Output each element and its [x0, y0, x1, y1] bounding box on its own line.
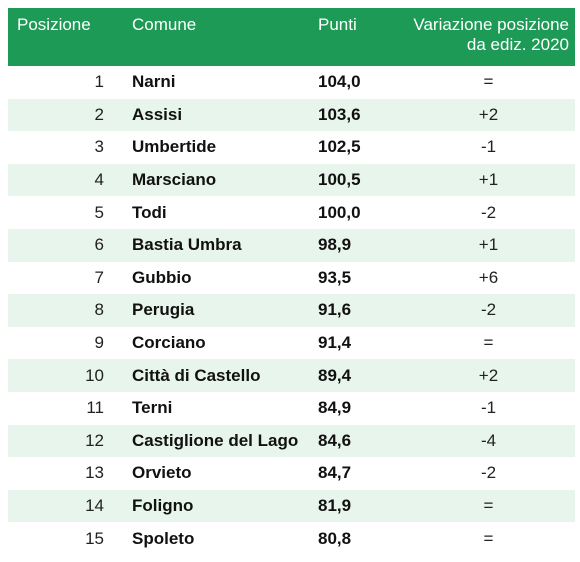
row-variazione: +2: [478, 104, 499, 124]
table-row: 4 Marsciano 100,5 +1: [8, 163, 575, 197]
ranking-table: Posizione Comune Punti Variazione posizi…: [8, 8, 575, 555]
row-punti: 100,5: [318, 170, 361, 190]
row-variazione: -2: [480, 202, 497, 222]
row-variazione: +6: [478, 267, 499, 287]
row-variazione: +1: [478, 235, 499, 255]
row-variazione: =: [483, 528, 494, 548]
table-row: 15 Spoleto 80,8 =: [8, 522, 575, 555]
row-position: 7: [94, 267, 104, 287]
table-row: 9 Corciano 91,4 =: [8, 327, 575, 360]
row-position: 2: [94, 104, 104, 124]
row-punti: 91,4: [318, 333, 352, 353]
header-row: Posizione Comune Punti Variazione posizi…: [8, 8, 575, 66]
row-position: 15: [85, 528, 104, 548]
row-position: 13: [85, 463, 104, 483]
row-punti: 104,0: [318, 72, 361, 92]
table-row: 12 Castiglione del Lago 84,6 -4: [8, 424, 575, 458]
row-variazione: =: [483, 333, 494, 353]
row-position: 11: [86, 398, 104, 418]
table-row: 14 Foligno 81,9 =: [8, 489, 575, 523]
row-comune: Orvieto: [132, 463, 192, 483]
row-position: 3: [94, 137, 104, 157]
table-row: 3 Umbertide 102,5 -1: [8, 131, 575, 164]
table-row: 6 Bastia Umbra 98,9 +1: [8, 228, 575, 262]
row-comune: Città di Castello: [132, 365, 261, 385]
row-variazione: =: [483, 496, 494, 516]
row-variazione: -2: [480, 463, 497, 483]
table-row: 10 Città di Castello 89,4 +2: [8, 359, 575, 392]
row-position: 5: [94, 202, 104, 222]
row-comune: Perugia: [132, 300, 195, 320]
header-variazione: Variazione posizione da ediz. 2020: [380, 8, 575, 66]
header-punti: Punti: [318, 15, 357, 34]
row-position: 14: [85, 496, 104, 516]
table-row: 2 Assisi 103,6 +2: [8, 98, 575, 132]
row-comune: Castiglione del Lago: [132, 430, 299, 450]
row-comune: Assisi: [132, 104, 183, 124]
row-variazione: -1: [480, 398, 497, 418]
row-comune: Corciano: [132, 333, 206, 353]
row-comune: Terni: [132, 398, 173, 418]
row-comune: Umbertide: [132, 137, 217, 157]
row-comune: Bastia Umbra: [132, 235, 242, 255]
row-punti: 102,5: [318, 137, 361, 157]
row-variazione: =: [483, 72, 494, 92]
header-variazione-line1: Variazione posizione: [413, 15, 569, 34]
row-punti: 100,0: [318, 202, 361, 222]
row-punti: 81,9: [318, 496, 352, 516]
row-comune: Spoleto: [132, 528, 195, 548]
header-variazione-line2: da ediz. 2020: [466, 35, 569, 54]
row-punti: 84,6: [318, 430, 352, 450]
row-position: 4: [94, 170, 104, 190]
row-punti: 80,8: [318, 528, 352, 548]
row-variazione: -4: [480, 430, 497, 450]
header-position: Posizione: [17, 15, 91, 34]
row-punti: 89,4: [318, 365, 352, 385]
row-variazione: -2: [480, 300, 497, 320]
row-position: 6: [94, 235, 104, 255]
row-position: 1: [94, 72, 104, 92]
ranking-table-container: Posizione Comune Punti Variazione posizi…: [8, 8, 575, 555]
row-position: 9: [94, 333, 104, 353]
row-position: 10: [85, 365, 104, 385]
header-comune: Comune: [132, 15, 197, 34]
row-variazione: +1: [478, 170, 499, 190]
row-comune: Narni: [132, 72, 176, 92]
row-variazione: +2: [478, 365, 499, 385]
table-row: 8 Perugia 91,6 -2: [8, 294, 575, 327]
row-comune: Marsciano: [132, 170, 217, 190]
row-punti: 93,5: [318, 267, 352, 287]
row-punti: 84,7: [318, 463, 352, 483]
table-row: 7 Gubbio 93,5 +6: [8, 262, 575, 295]
row-punti: 98,9: [318, 235, 352, 255]
row-punti: 84,9: [318, 398, 352, 418]
row-position: 12: [85, 430, 104, 450]
row-comune: Todi: [132, 202, 167, 222]
row-comune: Foligno: [132, 496, 194, 516]
row-punti: 91,6: [318, 300, 352, 320]
row-comune: Gubbio: [132, 267, 192, 287]
table-row: 1 Narni 104,0 =: [8, 66, 575, 99]
row-punti: 103,6: [318, 104, 361, 124]
table-row: 13 Orvieto 84,7 -2: [8, 457, 575, 490]
table-body: 1 Narni 104,0 = 2 Assisi 103,6 +2 3 Umbertide 102,…: [8, 66, 575, 555]
row-position: 8: [94, 300, 104, 320]
table-row: 11 Terni 84,9 -1: [8, 392, 575, 425]
row-variazione: -1: [480, 137, 497, 157]
table-row: 5 Todi 100,0 -2: [8, 196, 575, 229]
table-header: Posizione Comune Punti Variazione posizi…: [8, 8, 575, 66]
